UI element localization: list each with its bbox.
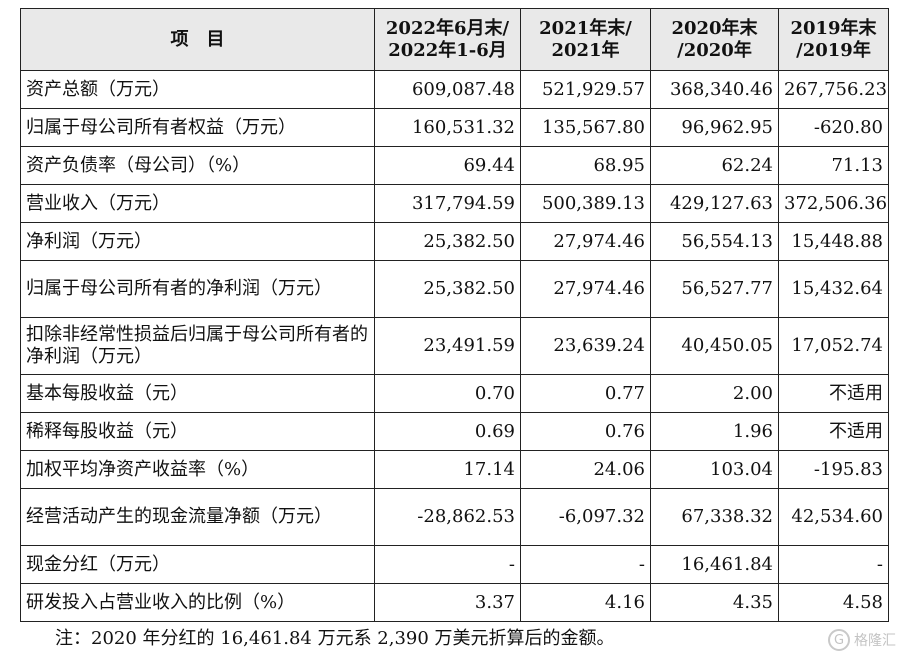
cell-value: 368,340.46 — [650, 70, 779, 109]
watermark: G 格隆汇 — [828, 629, 896, 651]
financial-summary-table: 项 目 2022年6月末/2022年1-6月 2021年末/2021年 2020… — [20, 8, 889, 622]
cell-value: 15,432.64 — [778, 260, 889, 318]
table-row: 资产负债率（母公司）（%） 69.44 68.95 62.24 71.13 — [20, 146, 889, 185]
cell-value: 0.69 — [374, 412, 521, 451]
cell-value: 23,639.24 — [520, 317, 651, 375]
cell-value: -28,862.53 — [374, 488, 521, 546]
table-row: 加权平均净资产收益率（%） 17.14 24.06 103.04 -195.83 — [20, 450, 889, 489]
table-row: 现金分红（万元） - - 16,461.84 - — [20, 545, 889, 584]
cell-value: 135,567.80 — [520, 108, 651, 147]
watermark-text: 格隆汇 — [854, 633, 896, 649]
table-row: 营业收入（万元） 317,794.59 500,389.13 429,127.6… — [20, 184, 889, 223]
cell-value: 69.44 — [374, 146, 521, 185]
cell-value: 521,929.57 — [520, 70, 651, 109]
row-label: 稀释每股收益（元） — [20, 412, 375, 451]
cell-value: 40,450.05 — [650, 317, 779, 375]
cell-value: - — [374, 545, 521, 584]
cell-value: 42,534.60 — [778, 488, 889, 546]
header-2021: 2021年末/2021年 — [520, 8, 651, 71]
table-row: 扣除非经常性损益后归属于母公司所有者的净利润（万元） 23,491.59 23,… — [20, 317, 889, 375]
cell-value: 0.77 — [520, 374, 651, 413]
cell-value: 429,127.63 — [650, 184, 779, 223]
cell-value: - — [520, 545, 651, 584]
cell-value: 68.95 — [520, 146, 651, 185]
table-row: 经营活动产生的现金流量净额（万元） -28,862.53 -6,097.32 6… — [20, 488, 889, 546]
cell-value: 25,382.50 — [374, 222, 521, 261]
header-item: 项 目 — [20, 8, 375, 71]
cell-value: 16,461.84 — [650, 545, 779, 584]
row-label: 归属于母公司所有者的净利润（万元） — [20, 260, 375, 318]
cell-value: 56,554.13 — [650, 222, 779, 261]
row-label: 现金分红（万元） — [20, 545, 375, 584]
table-row: 研发投入占营业收入的比例（%） 3.37 4.16 4.35 4.58 — [20, 583, 889, 622]
header-2022h1: 2022年6月末/2022年1-6月 — [374, 8, 521, 71]
cell-value: 71.13 — [778, 146, 889, 185]
table-row: 资产总额（万元） 609,087.48 521,929.57 368,340.4… — [20, 70, 889, 109]
cell-value: 4.16 — [520, 583, 651, 622]
cell-value: 不适用 — [778, 374, 889, 413]
row-label: 经营活动产生的现金流量净额（万元） — [20, 488, 375, 546]
table-row: 基本每股收益（元） 0.70 0.77 2.00 不适用 — [20, 374, 889, 413]
cell-value: 267,756.23 — [778, 70, 889, 109]
cell-value: -620.80 — [778, 108, 889, 147]
cell-value: 103.04 — [650, 450, 779, 489]
gelonghui-logo-icon: G — [828, 629, 850, 651]
cell-value: 2.00 — [650, 374, 779, 413]
cell-value: 15,448.88 — [778, 222, 889, 261]
header-2020: 2020年末/2020年 — [650, 8, 779, 71]
row-label: 营业收入（万元） — [20, 184, 375, 223]
financial-table-container: 项 目 2022年6月末/2022年1-6月 2021年末/2021年 2020… — [20, 8, 889, 622]
cell-value: 500,389.13 — [520, 184, 651, 223]
cell-value: 67,338.32 — [650, 488, 779, 546]
table-row: 归属于母公司所有者权益（万元） 160,531.32 135,567.80 96… — [20, 108, 889, 147]
row-label: 资产负债率（母公司）（%） — [20, 146, 375, 185]
cell-value: 56,527.77 — [650, 260, 779, 318]
row-label: 资产总额（万元） — [20, 70, 375, 109]
table-row: 稀释每股收益（元） 0.69 0.76 1.96 不适用 — [20, 412, 889, 451]
cell-value: -195.83 — [778, 450, 889, 489]
row-label: 归属于母公司所有者权益（万元） — [20, 108, 375, 147]
table-row: 归属于母公司所有者的净利润（万元） 25,382.50 27,974.46 56… — [20, 260, 889, 318]
row-label: 研发投入占营业收入的比例（%） — [20, 583, 375, 622]
cell-value: 96,962.95 — [650, 108, 779, 147]
cell-value: 17,052.74 — [778, 317, 889, 375]
cell-value: 372,506.36 — [778, 184, 889, 223]
cell-value: 24.06 — [520, 450, 651, 489]
cell-value: 27,974.46 — [520, 222, 651, 261]
table-footnote: 注：2020 年分红的 16,461.84 万元系 2,390 万美元折算后的金… — [55, 628, 615, 649]
cell-value: 4.58 — [778, 583, 889, 622]
header-2019: 2019年末/2019年 — [778, 8, 889, 71]
cell-value: 3.37 — [374, 583, 521, 622]
cell-value: 25,382.50 — [374, 260, 521, 318]
cell-value: 23,491.59 — [374, 317, 521, 375]
cell-value: 317,794.59 — [374, 184, 521, 223]
cell-value: 609,087.48 — [374, 70, 521, 109]
cell-value: 62.24 — [650, 146, 779, 185]
cell-value: 17.14 — [374, 450, 521, 489]
cell-value: 不适用 — [778, 412, 889, 451]
row-label: 基本每股收益（元） — [20, 374, 375, 413]
table-row: 净利润（万元） 25,382.50 27,974.46 56,554.13 15… — [20, 222, 889, 261]
cell-value: -6,097.32 — [520, 488, 651, 546]
cell-value: 27,974.46 — [520, 260, 651, 318]
cell-value: - — [778, 545, 889, 584]
row-label: 加权平均净资产收益率（%） — [20, 450, 375, 489]
cell-value: 1.96 — [650, 412, 779, 451]
cell-value: 0.76 — [520, 412, 651, 451]
cell-value: 160,531.32 — [374, 108, 521, 147]
table-header-row: 项 目 2022年6月末/2022年1-6月 2021年末/2021年 2020… — [20, 8, 889, 71]
row-label: 净利润（万元） — [20, 222, 375, 261]
cell-value: 0.70 — [374, 374, 521, 413]
row-label: 扣除非经常性损益后归属于母公司所有者的净利润（万元） — [20, 317, 375, 375]
cell-value: 4.35 — [650, 583, 779, 622]
